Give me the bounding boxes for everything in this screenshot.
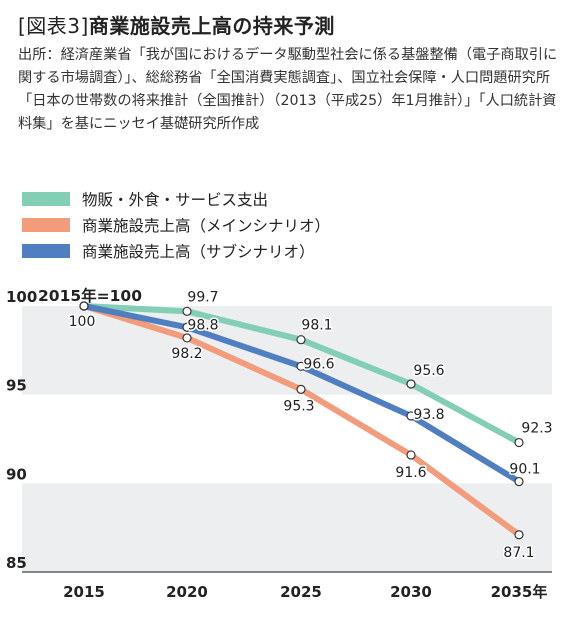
data-point bbox=[79, 301, 89, 311]
data-point bbox=[182, 322, 192, 332]
legend-swatch-sub bbox=[22, 244, 70, 258]
figure-tag: [図表3] bbox=[18, 14, 89, 38]
title-text: 商業施設売上高の持来予測 bbox=[88, 14, 335, 38]
data-label: 91.6 bbox=[395, 465, 426, 481]
data-point bbox=[406, 379, 416, 389]
line-chart: 85 90 95 100 2015 2020 2025 2030 2035年 2015年=100 9… bbox=[6, 286, 554, 601]
x-tick-label: 2030 bbox=[390, 583, 432, 601]
legend-item-sub: 商業施設売上高（サブシナリオ） bbox=[22, 238, 330, 264]
data-point bbox=[296, 335, 306, 345]
legend-item-main: 商業施設売上高（メインシナリオ） bbox=[22, 212, 330, 238]
data-point bbox=[514, 476, 524, 487]
y-tick-label: 95 bbox=[6, 377, 27, 395]
data-label: 92.3 bbox=[521, 421, 552, 437]
legend-swatch-retail bbox=[22, 192, 70, 206]
x-tick-label: 2020 bbox=[166, 583, 208, 601]
data-label: 99.7 bbox=[187, 289, 218, 305]
data-point bbox=[514, 437, 524, 448]
grid-band bbox=[22, 483, 552, 572]
data-point bbox=[296, 384, 306, 394]
chart-title: [図表3]商業施設売上高の持来予測 bbox=[18, 10, 335, 39]
y-tick-label: 90 bbox=[6, 465, 27, 483]
data-label: 90.1 bbox=[509, 462, 540, 478]
legend-label-main: 商業施設売上高（メインシナリオ） bbox=[82, 217, 331, 235]
data-label: 100 bbox=[69, 314, 96, 330]
data-label: 95.3 bbox=[283, 398, 314, 414]
data-label: 98.2 bbox=[171, 346, 202, 362]
y-tick-label: 85 bbox=[6, 554, 27, 572]
data-label: 98.1 bbox=[301, 318, 332, 334]
data-label: 93.8 bbox=[413, 407, 444, 423]
data-point bbox=[296, 361, 306, 371]
data-point bbox=[514, 530, 524, 540]
y-tick-label: 100 bbox=[6, 288, 37, 306]
data-label: 95.6 bbox=[413, 363, 444, 379]
legend: 物販・外食・サービス支出 商業施設売上高（メインシナリオ） 商業施設売上高（サブ… bbox=[22, 186, 330, 264]
legend-swatch-main bbox=[22, 218, 70, 232]
x-tick-label: 2015 bbox=[63, 583, 105, 601]
data-point bbox=[182, 333, 192, 343]
data-point bbox=[182, 306, 192, 316]
data-label: 98.8 bbox=[187, 317, 218, 333]
source-note: 出所：経済産業省「我が国におけるデータ駆動型社会に係る基盤整備（電子商取引に関す… bbox=[18, 47, 558, 132]
legend-label-sub: 商業施設売上高（サブシナリオ） bbox=[82, 243, 315, 261]
x-tick-label: 2025 bbox=[280, 583, 322, 601]
base-year-annotation: 2015年=100 bbox=[38, 286, 142, 305]
data-point bbox=[406, 450, 416, 460]
legend-item-retail: 物販・外食・サービス支出 bbox=[22, 186, 330, 212]
data-point bbox=[406, 411, 416, 421]
x-tick-label: 2035年 bbox=[491, 583, 548, 601]
data-label: 96.6 bbox=[303, 356, 334, 372]
data-label: 87.1 bbox=[503, 545, 534, 561]
legend-label-retail: 物販・外食・サービス支出 bbox=[82, 191, 269, 209]
